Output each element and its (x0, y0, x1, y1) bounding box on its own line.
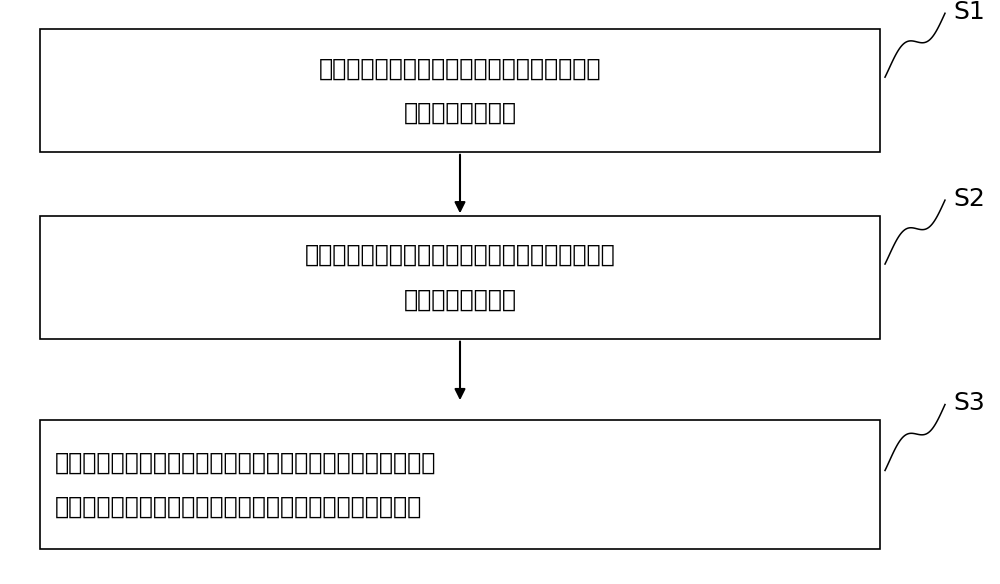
Text: S1: S1 (953, 0, 985, 24)
Text: S2: S2 (953, 186, 985, 211)
Text: 第二直轴电压指令: 第二直轴电压指令 (403, 287, 516, 312)
FancyBboxPatch shape (40, 29, 880, 152)
FancyBboxPatch shape (40, 420, 880, 549)
Text: 第一直轴电压指令: 第一直轴电压指令 (403, 100, 516, 125)
Text: 向永磁同步电机输入第一直轴电流指令，获取: 向永磁同步电机输入第一直轴电流指令，获取 (319, 56, 601, 81)
Text: 向所述永磁同步电机输入第二直轴电流指令，获取: 向所述永磁同步电机输入第二直轴电流指令，获取 (305, 243, 615, 267)
Text: 差电压，以基于所述偏差电压计算所述永磁同步电机的电阻: 差电压，以基于所述偏差电压计算所述永磁同步电机的电阻 (55, 495, 422, 519)
Text: S3: S3 (953, 391, 985, 415)
Text: 根据所述第一直轴电压指令和所述第二直轴电压指令，计算偏: 根据所述第一直轴电压指令和所述第二直轴电压指令，计算偏 (55, 450, 436, 475)
FancyBboxPatch shape (40, 216, 880, 339)
